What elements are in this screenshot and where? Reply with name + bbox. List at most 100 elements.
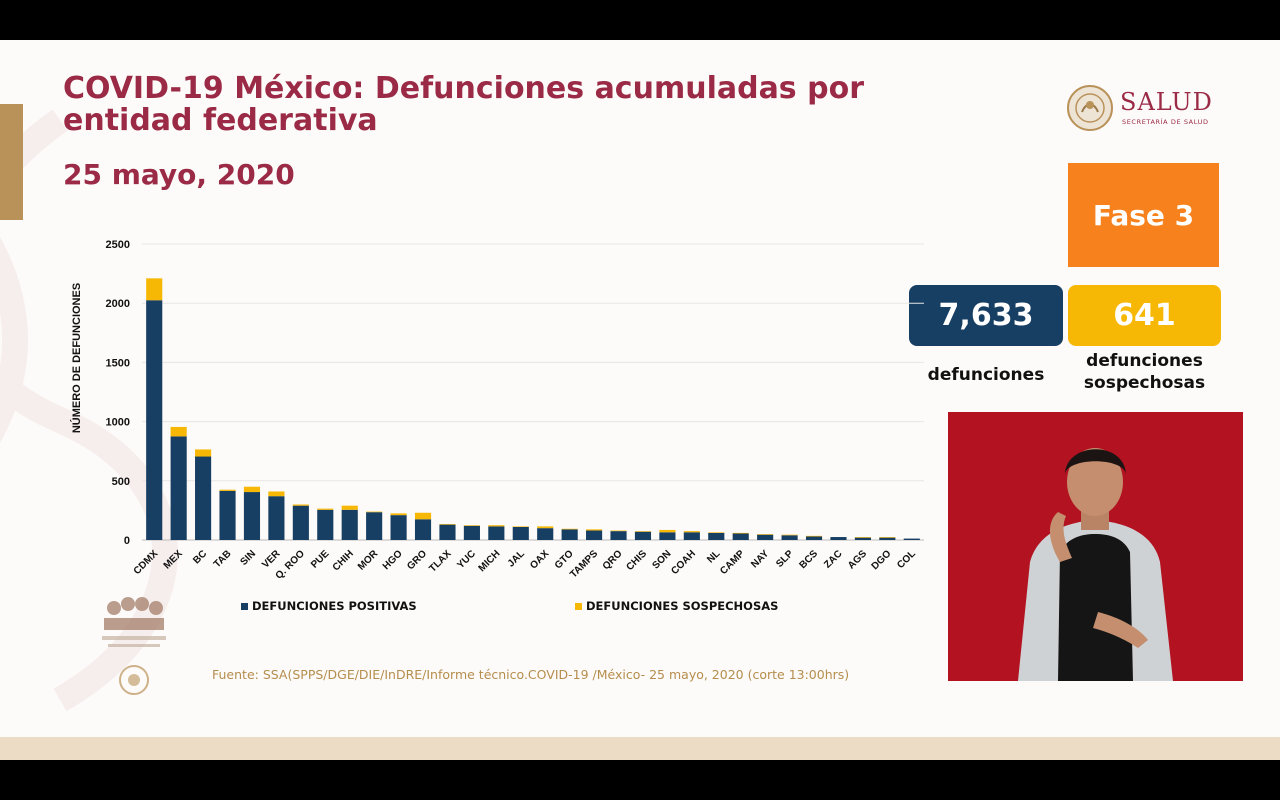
bar-positive — [366, 512, 383, 540]
bar-suspected — [219, 489, 236, 491]
x-tick-label: COL — [895, 548, 918, 571]
x-tick-label: SIN — [239, 548, 259, 568]
bar-positive — [732, 533, 749, 540]
bar-suspected — [414, 512, 432, 520]
national-seal-icon — [1067, 85, 1113, 131]
bar-positive — [586, 530, 603, 540]
bar-positive — [757, 534, 774, 540]
bar-suspected — [659, 529, 676, 533]
x-tick-label: PUE — [309, 548, 332, 571]
bar-positive — [439, 524, 456, 540]
y-tick-label: 2500 — [106, 239, 130, 251]
bar-suspected — [488, 525, 505, 527]
x-tick-label: QRO — [601, 548, 625, 572]
bar-positive — [488, 526, 505, 540]
bar-suspected — [268, 491, 285, 497]
y-tick-label: 1500 — [106, 357, 130, 369]
bar-positive — [414, 519, 432, 540]
bar-positive — [879, 537, 896, 540]
bar-positive — [805, 536, 823, 540]
logo-name: SALUD — [1120, 88, 1213, 116]
legend-suspected-label: DEFUNCIONES SOSPECHOSAS — [586, 599, 779, 613]
bar-positive — [170, 436, 187, 540]
x-tick-label: ZAC — [822, 548, 844, 570]
bar-positive — [854, 537, 871, 540]
bar-positive — [512, 526, 529, 540]
logo-subtitle: SECRETARÍA DE SALUD — [1122, 118, 1209, 126]
bar-positive — [341, 509, 358, 540]
x-tick-label: NAY — [749, 548, 771, 570]
y-tick-label: 1000 — [106, 417, 130, 429]
bar-suspected — [805, 535, 823, 537]
legend-positive-swatch — [241, 602, 248, 610]
x-tick-label: AGS — [846, 548, 869, 571]
suspected-deaths-label: defunciones sospechosas — [1083, 351, 1206, 393]
x-tick-label: DGO — [870, 548, 894, 572]
bar-suspected — [634, 531, 652, 532]
bar-suspected — [537, 526, 554, 529]
deaths-label: defunciones — [927, 365, 1045, 385]
x-tick-label: BCS — [797, 548, 820, 571]
bar-positive — [659, 532, 676, 540]
x-tick-label: CDMX — [132, 548, 161, 577]
bar-positive — [146, 300, 163, 540]
slide: COVID-19 México: Defunciones acumuladas … — [0, 40, 1280, 760]
bar-suspected — [879, 537, 896, 538]
deaths-count-box: 7,633 — [909, 285, 1063, 346]
x-tick-label: CHIH — [331, 548, 356, 573]
bar-suspected — [292, 504, 309, 506]
bar-suspected — [757, 534, 774, 535]
x-tick-label: MICH — [477, 548, 503, 574]
bar-positive — [903, 538, 920, 540]
x-tick-label: TAB — [212, 548, 234, 570]
x-tick-label: YUC — [455, 548, 478, 571]
bar-suspected — [586, 529, 603, 531]
bar-positive — [292, 505, 309, 540]
bar-positive — [634, 531, 652, 540]
x-tick-label: MOR — [356, 548, 381, 573]
source-note: Fuente: SSA(SPPS/DGE/DIE/InDRE/Informe t… — [212, 667, 850, 682]
government-emblem — [102, 597, 166, 695]
suspected-deaths-count-box: 641 — [1068, 285, 1221, 346]
bar-positive — [243, 492, 261, 540]
legend-suspected-swatch — [575, 602, 582, 610]
sign-language-interpreter-video — [948, 412, 1243, 681]
x-tick-label: BC — [191, 548, 209, 566]
bar-positive — [708, 532, 725, 540]
bar-positive — [683, 532, 700, 540]
bar-positive — [317, 509, 334, 540]
y-tick-label: 500 — [112, 476, 130, 488]
bar-positive — [390, 515, 407, 540]
bar-suspected — [243, 486, 261, 493]
bar-suspected — [732, 532, 749, 534]
x-tick-label: TAMPS — [568, 548, 600, 580]
x-tick-label: JAL — [506, 548, 527, 569]
bottom-band — [0, 737, 1280, 760]
x-tick-label: HGO — [381, 548, 405, 572]
salud-logo: SALUD SECRETARÍA DE SALUD — [1066, 84, 1226, 134]
bar-positive — [610, 531, 627, 540]
left-accent-bar — [0, 104, 23, 220]
bar-suspected — [195, 449, 212, 457]
bar-suspected — [146, 278, 163, 301]
bar-suspected — [463, 525, 480, 526]
legend-suspected: DEFUNCIONES SOSPECHOSAS — [575, 599, 778, 613]
page-title: COVID-19 México: Defunciones acumuladas … — [63, 71, 864, 138]
bar-positive — [268, 496, 285, 540]
bar-positive — [195, 456, 212, 540]
bar-suspected — [781, 534, 798, 536]
x-tick-label: GRO — [405, 548, 429, 572]
x-tick-label: CHIS — [624, 548, 649, 573]
bar-positive — [830, 537, 847, 540]
x-tick-label: OAX — [528, 548, 551, 571]
x-tick-label: MEX — [162, 548, 185, 571]
phase-badge: Fase 3 — [1068, 163, 1219, 267]
bar-suspected — [341, 505, 358, 510]
bar-suspected — [512, 526, 529, 527]
y-axis-label: NÚMERO DE DEFUNCIONES — [70, 283, 83, 433]
x-tick-label: SLP — [774, 548, 796, 570]
bar-suspected — [366, 511, 383, 513]
bar-suspected — [683, 531, 700, 533]
bar-suspected — [708, 532, 725, 533]
legend-positive: DEFUNCIONES POSITIVAS — [241, 599, 417, 613]
